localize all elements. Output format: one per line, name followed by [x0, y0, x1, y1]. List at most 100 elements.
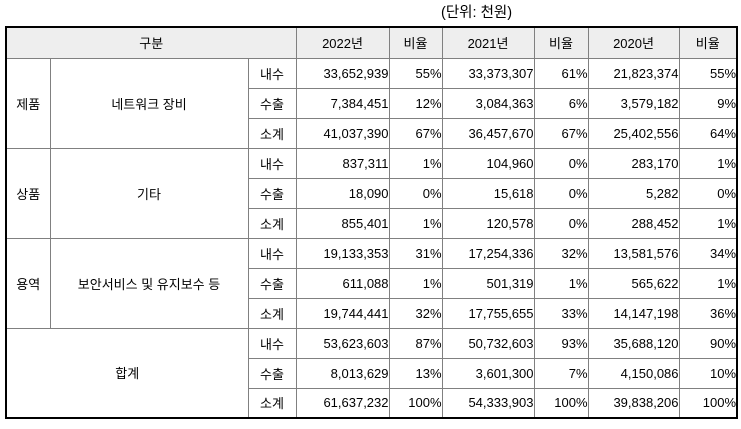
cell-ratio: 32%: [388, 297, 443, 329]
column-header-ratio-2022: 비율: [388, 26, 443, 59]
name-cell: 네트워크 장비: [49, 57, 249, 149]
column-header-2021: 2021년: [441, 26, 535, 59]
row-label-cell: 내수: [247, 237, 297, 269]
row-label-cell: 수출: [247, 177, 297, 209]
table-row: 합계 내수 53,623,603 87% 50,732,603 93% 35,6…: [5, 327, 738, 419]
cell-value: 21,823,374: [587, 57, 680, 89]
cell-value: 41,037,390: [295, 117, 390, 149]
row-label-cell: 내수: [247, 57, 297, 89]
cell-ratio: 100%: [388, 387, 443, 419]
row-label-cell: 소계: [247, 117, 297, 149]
table-row: 용역 보안서비스 및 유지보수 등 내수 19,133,353 31% 17,2…: [5, 237, 738, 329]
cell-value: 39,838,206: [587, 387, 680, 419]
cell-value: 33,373,307: [441, 57, 535, 89]
unit-label: (단위: 천원): [441, 5, 513, 21]
cell-value: 25,402,556: [587, 117, 680, 149]
cell-ratio: 7%: [533, 357, 589, 389]
column-header-ratio-2020: 비율: [678, 26, 738, 59]
cell-value: 53,623,603: [295, 327, 390, 359]
row-label-cell: 수출: [247, 87, 297, 119]
cell-ratio: 100%: [678, 387, 738, 419]
cell-value: 501,319: [441, 267, 535, 299]
cell-value: 3,601,300: [441, 357, 535, 389]
cell-value: 36,457,670: [441, 117, 535, 149]
cell-ratio: 0%: [678, 177, 738, 209]
cell-ratio: 64%: [678, 117, 738, 149]
column-header-ratio-2021: 비율: [533, 26, 589, 59]
cell-value: 19,744,441: [295, 297, 390, 329]
cell-ratio: 67%: [533, 117, 589, 149]
table-row: 수출 8,013,629 13% 3,601,300 7% 4,150,086 …: [6, 357, 738, 389]
cell-ratio: 0%: [533, 177, 589, 209]
cell-value: 61,637,232: [295, 387, 390, 419]
cell-ratio: 32%: [533, 237, 589, 269]
cell-value: 17,755,655: [441, 297, 535, 329]
table-row: 소계 855,401 1% 120,578 0% 288,452 1%: [6, 207, 738, 239]
table-row: 수출 7,384,451 12% 3,084,363 6% 3,579,182 …: [6, 87, 738, 119]
cell-ratio: 67%: [388, 117, 443, 149]
name-cell: 보안서비스 및 유지보수 등: [49, 237, 249, 329]
cell-ratio: 1%: [388, 147, 443, 179]
cell-value: 35,688,120: [587, 327, 680, 359]
cell-ratio: 34%: [678, 237, 738, 269]
header-row: 구분 2022년 비율 2021년 비율 2020년 비율: [5, 26, 738, 59]
cell-value: 855,401: [295, 207, 390, 239]
table-row: 소계 41,037,390 67% 36,457,670 67% 25,402,…: [6, 117, 738, 149]
cell-value: 50,732,603: [441, 327, 535, 359]
cell-ratio: 0%: [533, 207, 589, 239]
cell-value: 33,652,939: [295, 57, 390, 89]
row-label-cell: 내수: [247, 147, 297, 179]
column-header-category: 구분: [5, 26, 297, 59]
cell-ratio: 33%: [533, 297, 589, 329]
table-row: 수출 18,090 0% 15,618 0% 5,282 0%: [6, 177, 738, 209]
cell-ratio: 0%: [388, 177, 443, 209]
table-row: 제품 네트워크 장비 내수 33,652,939 55% 33,373,307 …: [5, 57, 738, 149]
cell-value: 104,960: [441, 147, 535, 179]
cell-ratio: 55%: [388, 57, 443, 89]
table-row: 소계 61,637,232 100% 54,333,903 100% 39,83…: [6, 387, 738, 419]
cell-ratio: 1%: [388, 267, 443, 299]
cell-ratio: 1%: [678, 207, 738, 239]
table-row: 수출 611,088 1% 501,319 1% 565,622 1%: [6, 267, 738, 299]
cell-value: 288,452: [587, 207, 680, 239]
cell-ratio: 36%: [678, 297, 738, 329]
cell-ratio: 12%: [388, 87, 443, 119]
cell-ratio: 10%: [678, 357, 738, 389]
cell-value: 837,311: [295, 147, 390, 179]
cell-ratio: 31%: [388, 237, 443, 269]
cell-ratio: 1%: [678, 267, 738, 299]
cell-ratio: 55%: [678, 57, 738, 89]
row-label-cell: 수출: [247, 357, 297, 389]
row-label-cell: 소계: [247, 297, 297, 329]
cell-value: 19,133,353: [295, 237, 390, 269]
cell-ratio: 93%: [533, 327, 589, 359]
row-label-cell: 내수: [247, 327, 297, 359]
column-header-2022: 2022년: [295, 26, 390, 59]
cell-value: 8,013,629: [295, 357, 390, 389]
cell-value: 5,282: [587, 177, 680, 209]
cell-ratio: 13%: [388, 357, 443, 389]
row-label-cell: 소계: [247, 387, 297, 419]
cell-ratio: 61%: [533, 57, 589, 89]
cell-ratio: 0%: [533, 147, 589, 179]
group-cell: 제품: [5, 57, 51, 149]
cell-ratio: 6%: [533, 87, 589, 119]
cell-value: 18,090: [295, 177, 390, 209]
cell-ratio: 87%: [388, 327, 443, 359]
row-label-cell: 수출: [247, 267, 297, 299]
cell-value: 7,384,451: [295, 87, 390, 119]
financial-table: 구분 2022년 비율 2021년 비율 2020년 비율 제품 네트워크 장비…: [5, 26, 739, 419]
table-row: 소계 19,744,441 32% 17,755,655 33% 14,147,…: [6, 297, 738, 329]
cell-value: 4,150,086: [587, 357, 680, 389]
cell-value: 611,088: [295, 267, 390, 299]
cell-ratio: 1%: [678, 147, 738, 179]
cell-ratio: 90%: [678, 327, 738, 359]
total-name-cell: 합계: [5, 327, 249, 419]
cell-value: 54,333,903: [441, 387, 535, 419]
cell-value: 3,579,182: [587, 87, 680, 119]
group-cell: 용역: [5, 237, 51, 329]
cell-ratio: 1%: [388, 207, 443, 239]
cell-ratio: 1%: [533, 267, 589, 299]
table-row: 상품 기타 내수 837,311 1% 104,960 0% 283,170 1…: [5, 147, 738, 239]
